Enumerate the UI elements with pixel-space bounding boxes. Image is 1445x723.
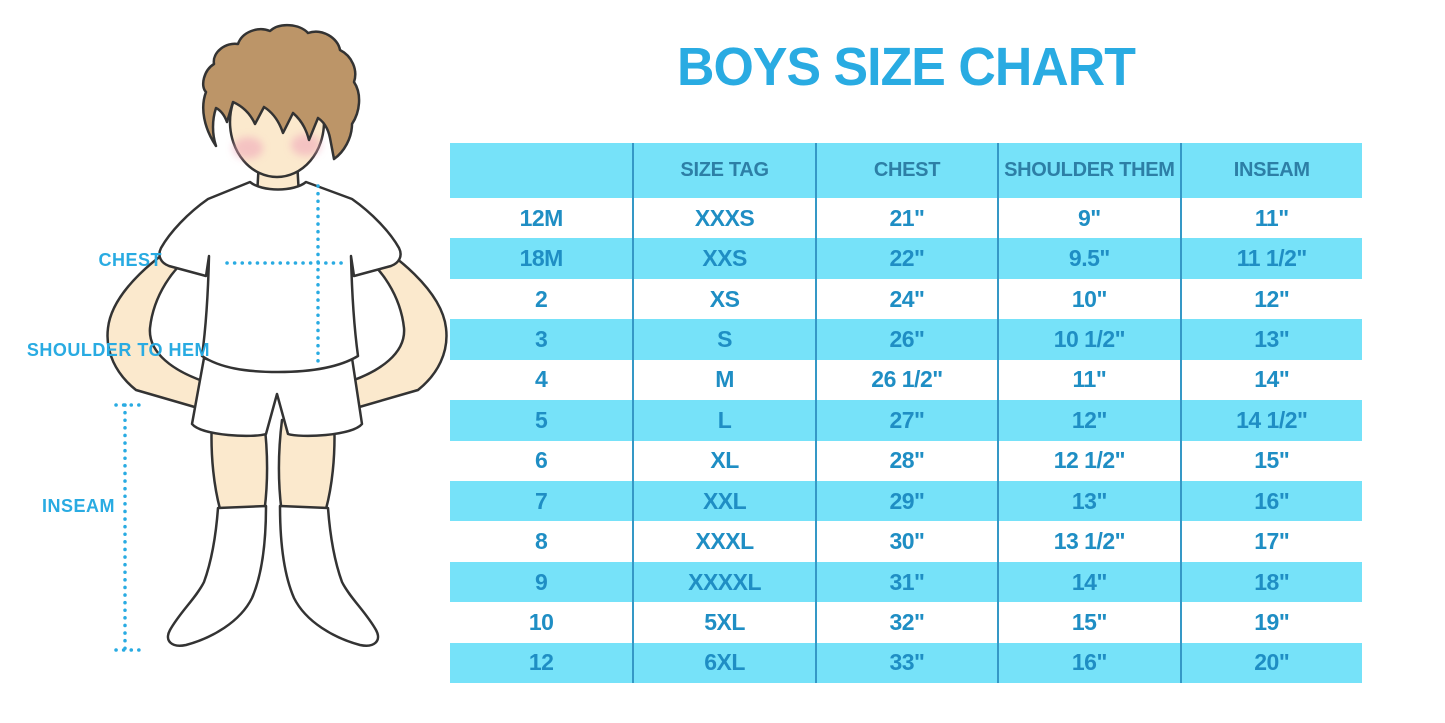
table-cell: 15": [997, 602, 1179, 643]
table-cell: 33": [814, 642, 997, 684]
table-cell: 10": [997, 278, 1179, 320]
table-cell: 26": [814, 319, 997, 360]
table-row: 6 XL 28" 12 1/2" 15": [450, 440, 1362, 481]
column-header-chest: CHEST: [814, 143, 997, 198]
table-cell: 8: [535, 528, 548, 555]
table-cell: 19": [1179, 602, 1362, 643]
table-cell: 7: [535, 487, 548, 514]
table-cell: 28": [814, 440, 997, 481]
table-cell: 6XL: [632, 642, 814, 684]
table-cell: 30": [814, 521, 997, 562]
table-cell: 13": [997, 480, 1179, 522]
column-header-shoulder-them: SHOULDER THEM: [997, 143, 1179, 198]
table-cell: 5XL: [632, 602, 814, 643]
table-cell: XXS: [632, 238, 814, 279]
table-cell: 18M: [519, 245, 564, 272]
table-cell: 3: [535, 325, 548, 352]
column-header-inseam: INSEAM: [1179, 143, 1362, 198]
table-cell: 9: [535, 568, 548, 595]
boy-hair: [202, 24, 361, 161]
table-cell: 6: [535, 447, 548, 474]
table-cell: 13": [1179, 319, 1362, 360]
table-row: 12 6XL 33" 16" 20": [450, 642, 1362, 684]
table-cell: 5: [535, 406, 548, 433]
boy-right-blush: [291, 134, 321, 156]
boy-illustration: [106, 24, 448, 652]
table-cell: 17": [1179, 521, 1362, 562]
table-cell: 31": [814, 561, 997, 603]
table-body: 12M XXXS 21" 9" 11" 18M XXS 22" 9.5" 11 1/2" 2 XS 24…: [450, 198, 1362, 684]
table-cell: XXL: [632, 480, 814, 522]
table-cell: M: [632, 359, 814, 401]
table-cell: 10: [528, 608, 554, 635]
table-row: 12M XXXS 21" 9" 11": [450, 198, 1362, 239]
column-header-size: [450, 143, 632, 198]
table-cell: L: [632, 400, 814, 441]
table-cell: 29": [814, 480, 997, 522]
table-cell: 12: [528, 649, 554, 676]
boy-left-sock: [166, 504, 268, 647]
table-cell: 18": [1179, 561, 1362, 603]
table-row: 8 XXXL 30" 13 1/2" 17": [450, 521, 1362, 562]
table-row: 2 XS 24" 10" 12": [450, 278, 1362, 320]
table-cell: S: [632, 319, 814, 360]
table-cell: XL: [632, 440, 814, 481]
table-cell: XXXS: [632, 198, 814, 239]
table-cell: 24": [814, 278, 997, 320]
table-cell: 9": [997, 198, 1179, 239]
table-cell: 12M: [519, 204, 564, 231]
table-cell: XS: [632, 278, 814, 320]
table-cell: 2: [535, 285, 548, 312]
table-cell: 11": [997, 359, 1179, 401]
page-title: BOYS SIZE CHART: [677, 37, 1136, 97]
table-cell: 27": [814, 400, 997, 441]
table-header-row: SIZE TAG CHEST SHOULDER THEM INSEAM: [450, 143, 1362, 198]
table-cell: 14 1/2": [1179, 400, 1362, 441]
table-cell: 14": [997, 561, 1179, 603]
table-cell: 11": [1179, 198, 1362, 239]
table-row: 9 XXXXL 31" 14" 18": [450, 561, 1362, 603]
table-cell: 14": [1179, 359, 1362, 401]
table-row: 18M XXS 22" 9.5" 11 1/2": [450, 238, 1362, 279]
table-cell: 12": [1179, 278, 1362, 320]
shoulder-to-hem-label: SHOULDER TO HEM: [26, 340, 210, 360]
table-cell: 20": [1179, 642, 1362, 684]
table-row: 4 M 26 1/2" 11" 14": [450, 359, 1362, 401]
boy-left-blush: [233, 137, 263, 159]
table-cell: XXXL: [632, 521, 814, 562]
table-cell: 22": [814, 238, 997, 279]
table-cell: 26 1/2": [814, 359, 997, 401]
table-cell: 16": [1179, 480, 1362, 522]
table-cell: 13 1/2": [997, 521, 1179, 562]
inseam-label: INSEAM: [41, 496, 115, 516]
table-cell: 12": [997, 400, 1179, 441]
table-row: 5 L 27" 12" 14 1/2": [450, 400, 1362, 441]
table-cell: 15": [1179, 440, 1362, 481]
table-cell: 16": [997, 642, 1179, 684]
table-row: 3 S 26" 10 1/2" 13": [450, 319, 1362, 360]
table-cell: 10 1/2": [997, 319, 1179, 360]
table-cell: XXXXL: [632, 561, 814, 603]
table-row: 10 5XL 32" 15" 19": [450, 602, 1362, 643]
size-chart-table: SIZE TAG CHEST SHOULDER THEM INSEAM 12M XXXS…: [450, 143, 1362, 684]
table-cell: 12 1/2": [997, 440, 1179, 481]
table-cell: 32": [814, 602, 997, 643]
boy-tshirt: [158, 180, 402, 374]
table-row: 7 XXL 29" 13" 16": [450, 480, 1362, 522]
table-cell: 4: [535, 366, 548, 393]
chest-label: CHEST: [98, 250, 162, 270]
table-cell: 21": [814, 198, 997, 239]
boy-right-sock: [278, 504, 380, 647]
column-header-size-tag: SIZE TAG: [632, 143, 814, 198]
table-cell: 9.5": [997, 238, 1179, 279]
table-cell: 11 1/2": [1179, 238, 1362, 279]
boy-measurement-figure: CHEST SHOULDER TO HEM INSEAM: [0, 0, 450, 723]
